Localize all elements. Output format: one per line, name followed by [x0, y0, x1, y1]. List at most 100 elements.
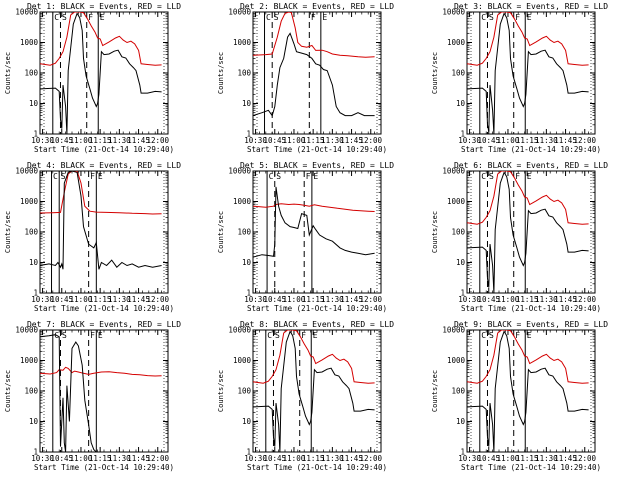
- x-axis-label: Start Time (21-Oct-14 10:29:40): [461, 145, 601, 154]
- panel-title: Det 5: BLACK = Events, RED = LLD: [240, 161, 394, 170]
- x-axis-label: Start Time (21-Oct-14 10:29:40): [461, 304, 601, 313]
- marker-label-C: C: [54, 13, 59, 22]
- y-tick-label: 10: [29, 417, 39, 426]
- y-axis-label: Counts/sec: [217, 370, 225, 412]
- y-tick-label: 1: [460, 130, 465, 139]
- x-tick-label: 11:00: [497, 454, 520, 463]
- marker-label-F: F: [515, 13, 520, 22]
- marker-label-F: F: [515, 172, 520, 181]
- y-axis-label: Counts/sec: [4, 52, 12, 94]
- marker-label-S: S: [62, 13, 67, 22]
- y-tick-label: 100: [237, 387, 251, 396]
- marker-label-C: C: [269, 172, 274, 181]
- y-tick-label: 1: [33, 448, 38, 457]
- y-tick-label: 10: [242, 258, 252, 267]
- x-tick-label: 11:30: [321, 295, 344, 304]
- series-events-line: [467, 171, 589, 293]
- marker-label-F: F: [515, 331, 520, 340]
- marker-label-E: E: [100, 13, 105, 22]
- x-tick-label: 12:00: [146, 136, 169, 145]
- y-axis-label: Counts/sec: [4, 370, 12, 412]
- x-tick-label: 10:30: [244, 295, 267, 304]
- x-axis-label: Start Time (21-Oct-14 10:29:40): [34, 145, 174, 154]
- x-tick-label: 11:15: [516, 295, 539, 304]
- x-tick-label: 10:45: [50, 295, 73, 304]
- x-tick-label: 11:45: [340, 454, 363, 463]
- y-tick-label: 1: [460, 448, 465, 457]
- panel-title: Det 9: BLACK = Events, RED = LLD: [454, 320, 608, 329]
- marker-label-F: F: [90, 172, 95, 181]
- x-tick-label: 11:30: [535, 454, 558, 463]
- x-tick-label: 11:30: [535, 295, 558, 304]
- x-tick-label: 11:00: [70, 454, 93, 463]
- marker-label-S: S: [274, 13, 279, 22]
- series-lld-line: [467, 171, 589, 225]
- x-axis-label: Start Time (21-Oct-14 10:29:40): [247, 463, 387, 472]
- panel-title: Det 7: BLACK = Events, RED = LLD: [27, 320, 181, 329]
- y-tick-label: 10: [242, 417, 252, 426]
- series-lld-line: [253, 12, 375, 58]
- marker-label-S: S: [276, 172, 281, 181]
- y-tick-label: 10: [29, 99, 39, 108]
- y-tick-label: 1000: [20, 38, 39, 47]
- series-events-line: [40, 171, 162, 270]
- x-tick-label: 10:30: [458, 136, 481, 145]
- y-tick-label: 100: [451, 228, 465, 237]
- plot-frame: [39, 11, 169, 135]
- x-tick-label: 12:00: [359, 454, 382, 463]
- x-tick-label: 10:30: [458, 295, 481, 304]
- panel-title: Det 1: BLACK = Events, RED = LLD: [27, 2, 181, 11]
- y-tick-label: 10: [242, 99, 252, 108]
- y-tick-label: 1000: [20, 356, 39, 365]
- y-tick-label: 1000: [233, 356, 252, 365]
- marker-label-S: S: [489, 13, 494, 22]
- x-tick-label: 10:30: [244, 136, 267, 145]
- y-tick-label: 10000: [228, 8, 251, 17]
- x-tick-label: 11:45: [340, 136, 363, 145]
- x-tick-label: 11:15: [302, 454, 325, 463]
- marker-label-C: C: [266, 13, 271, 22]
- y-tick-label: 10: [456, 99, 466, 108]
- x-axis-label: Start Time (21-Oct-14 10:29:40): [247, 304, 387, 313]
- panel-title: Det 2: BLACK = Events, RED = LLD: [240, 2, 394, 11]
- x-tick-label: 11:00: [283, 295, 306, 304]
- x-tick-label: 11:15: [89, 295, 112, 304]
- y-tick-label: 10000: [442, 167, 465, 176]
- y-tick-label: 1000: [233, 197, 252, 206]
- y-tick-label: 1: [246, 448, 251, 457]
- marker-label-E: E: [322, 13, 327, 22]
- y-tick-label: 10000: [15, 8, 38, 17]
- y-tick-label: 1: [246, 130, 251, 139]
- x-tick-label: 11:45: [340, 295, 363, 304]
- x-axis-label: Start Time (21-Oct-14 10:29:40): [247, 145, 387, 154]
- x-tick-label: 10:30: [31, 295, 54, 304]
- x-tick-label: 11:00: [70, 136, 93, 145]
- marker-label-E: E: [527, 13, 532, 22]
- marker-label-F: F: [88, 13, 93, 22]
- x-tick-label: 11:45: [554, 295, 577, 304]
- x-tick-label: 10:45: [477, 454, 500, 463]
- series-events-line: [253, 330, 375, 452]
- y-axis-label: Counts/sec: [4, 211, 12, 253]
- y-tick-label: 1: [460, 289, 465, 298]
- x-tick-label: 11:00: [283, 136, 306, 145]
- y-tick-label: 1000: [233, 38, 252, 47]
- x-tick-label: 12:00: [146, 454, 169, 463]
- marker-label-C: C: [481, 331, 486, 340]
- panel-det-3: 1 10 100 1000 10000 10:3010:4511:0011:1511:30…: [431, 2, 608, 154]
- marker-label-C: C: [267, 331, 272, 340]
- x-tick-label: 11:45: [554, 454, 577, 463]
- y-tick-label: 1: [33, 289, 38, 298]
- series-lld-line: [467, 12, 589, 66]
- series-lld-line: [40, 171, 162, 215]
- x-tick-label: 12:00: [146, 295, 169, 304]
- panel-det-8: 1 10 100 1000 10000 10:3010:4511:0011:1511:30…: [217, 320, 394, 472]
- x-tick-label: 11:15: [302, 295, 325, 304]
- series-events-line: [467, 330, 589, 452]
- x-tick-label: 10:30: [244, 454, 267, 463]
- y-tick-label: 100: [24, 69, 38, 78]
- marker-label-E: E: [313, 331, 318, 340]
- y-tick-label: 10000: [228, 326, 251, 335]
- marker-label-S: S: [61, 172, 66, 181]
